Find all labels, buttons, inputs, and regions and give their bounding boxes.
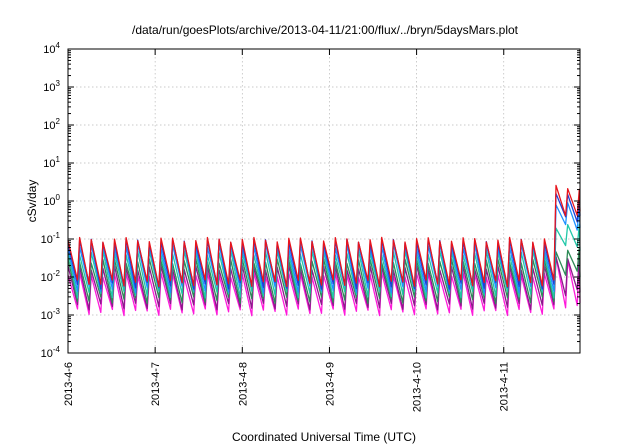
series-line — [67, 254, 581, 311]
y-tick-label: 101 — [43, 155, 60, 170]
x-tick-label: 2013-4-8 — [237, 362, 249, 406]
grid — [68, 49, 580, 353]
x-tick-label: 2013-4-9 — [324, 362, 336, 406]
y-tick-label: 103 — [43, 79, 60, 94]
ticks — [67, 48, 580, 354]
y-tick-label: 104 — [43, 41, 60, 56]
series-line — [67, 184, 581, 288]
y-tick-label: 10-4 — [41, 345, 61, 360]
x-axis-title: Coordinated Universal Time (UTC) — [232, 430, 416, 444]
series-line — [67, 246, 581, 305]
series-layer — [67, 184, 581, 317]
y-tick-label: 10-3 — [41, 307, 61, 322]
series-line — [67, 223, 581, 299]
y-tick-label: 10-2 — [41, 269, 61, 284]
x-tick-labels: 2013-4-6 2013-4-7 2013-4-8 2013-4-9 2013-4-1… — [63, 362, 511, 412]
y-tick-labels: 10-4 10-3 10-2 10-1 100 101 102 103 104 — [41, 41, 61, 360]
x-tick-label: 2013-4-11 — [499, 362, 511, 411]
series-line — [67, 256, 581, 317]
y-tick-label: 10-1 — [41, 231, 61, 246]
x-tick-label: 2013-4-10 — [412, 362, 424, 412]
y-axis-title: cSv/day — [25, 180, 39, 223]
x-tick-label: 2013-4-6 — [63, 362, 75, 406]
y-tick-label: 100 — [43, 193, 60, 208]
y-tick-label: 102 — [43, 117, 60, 132]
x-tick-label: 2013-4-7 — [150, 362, 162, 406]
chart-title: /data/run/goesPlots/archive/2013-04-11/2… — [132, 23, 519, 37]
